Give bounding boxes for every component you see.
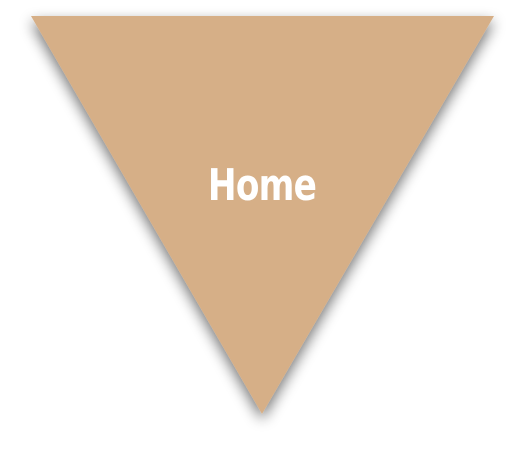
triangle-shape <box>31 16 494 414</box>
page: Home <box>0 0 524 463</box>
home-button[interactable]: Home <box>0 0 524 463</box>
